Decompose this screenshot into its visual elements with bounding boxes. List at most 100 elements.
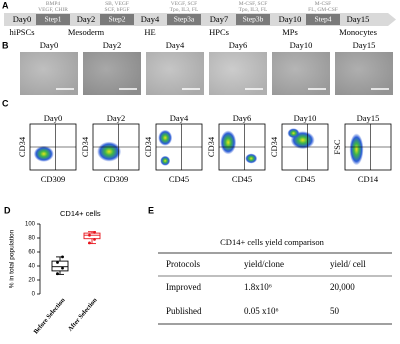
box [83, 232, 101, 240]
y-tick-label: 80 [28, 236, 35, 242]
step-factor: FL, GM-CSF [308, 7, 338, 13]
axis-label: CD309 [41, 174, 66, 184]
cell-cluster [349, 133, 364, 166]
stage-day: Day4 [141, 14, 160, 24]
y-tick-label: 60 [28, 250, 35, 256]
cell-cluster [158, 129, 173, 146]
step-box [100, 14, 134, 25]
step-factor: SB, VEGF [105, 1, 129, 7]
plot-day: Day6 [233, 113, 251, 123]
micrograph-texture [209, 52, 267, 95]
data-point [61, 255, 64, 259]
plot-day: Day0 [44, 113, 62, 123]
table-header: yield/ cell [330, 259, 366, 269]
panel-label: C [2, 98, 9, 108]
step-factor: Tpo, IL3, FL [239, 7, 268, 13]
table-cell: 0.05 x10⁶ [244, 306, 279, 316]
cell-cluster [220, 130, 237, 155]
cell-cluster [160, 155, 171, 166]
axis-label: FSC [332, 139, 342, 154]
step-factor: Tpo, IL3, FL [170, 7, 199, 13]
data-point [56, 272, 59, 276]
step-factor: SCF, bFGF [105, 7, 130, 13]
image-day: Day2 [103, 40, 121, 50]
image-day: Day10 [290, 40, 313, 50]
y-tick-label: 0 [32, 292, 36, 298]
image-day: Day4 [166, 40, 185, 50]
cell-cluster [287, 128, 300, 139]
table-title: CD14+ cells yield comparison [220, 237, 324, 247]
panel-label: A [2, 0, 9, 10]
stage-cell: hiPSCs [9, 27, 34, 37]
step-box [167, 14, 201, 25]
plot-day: Day4 [170, 113, 189, 123]
stage-day: Day10 [279, 14, 302, 24]
data-point [56, 261, 59, 264]
image-day: Day0 [40, 40, 58, 50]
step-box [306, 14, 340, 25]
step-name: Step3a [174, 15, 195, 24]
stage-cell: Mesoderm [68, 27, 105, 37]
axis-label: CD45 [295, 174, 315, 184]
stage-day: Day15 [347, 14, 370, 24]
axis-label: CD14 [358, 174, 379, 184]
table-header: Protocols [166, 259, 200, 269]
step-name: Step4 [314, 15, 331, 24]
data-point [93, 238, 96, 241]
y-tick-label: 100 [25, 222, 36, 228]
data-point [61, 266, 64, 270]
data-point [88, 233, 91, 237]
micrograph-texture [20, 52, 78, 95]
micrograph-texture [83, 52, 141, 95]
axis-label: CD34 [80, 136, 90, 157]
table-cell: Published [166, 306, 202, 316]
axis-label: CD34 [206, 136, 216, 157]
chart-title: CD14+ cells [60, 209, 101, 218]
micrograph-texture [272, 52, 330, 95]
step-factor: VEGF, SCF [171, 1, 197, 7]
table-cell: 1.8x10⁶ [244, 282, 272, 292]
step-box [236, 14, 270, 25]
stage-day: Day0 [13, 14, 31, 24]
data-point [93, 231, 96, 234]
cell-cluster [97, 141, 122, 162]
data-point [88, 241, 91, 245]
image-day: Day15 [353, 40, 376, 50]
panel-label: D [4, 205, 11, 215]
image-day: Day6 [229, 40, 247, 50]
y-tick-label: 40 [28, 264, 35, 270]
axis-label: CD34 [269, 136, 279, 157]
step-factor: M-CSF, SCF [239, 1, 268, 7]
axis-label: CD34 [143, 136, 153, 157]
table-header: yield/clone [244, 259, 284, 269]
table-cell: 20,000 [330, 282, 355, 292]
stage-cell: MPs [282, 27, 298, 37]
y-axis-label: % in total population [9, 229, 16, 288]
plot-day: Day15 [357, 113, 380, 123]
panel-label: E [148, 205, 154, 215]
step-factor: BMP4 [46, 1, 61, 7]
step-factor: M-CSF [315, 1, 332, 7]
step-name: Step2 [108, 15, 125, 24]
x-tick-label: After Selection [67, 296, 99, 332]
table-cell: 50 [330, 306, 340, 316]
stage-day: Day7 [210, 14, 228, 24]
step-name: Step3b [243, 15, 264, 24]
stage-day: Day2 [77, 14, 95, 24]
axis-label: CD45 [169, 174, 189, 184]
step-name: Step1 [44, 15, 61, 24]
axis-label: CD34 [17, 136, 27, 157]
cell-cluster [245, 153, 258, 164]
step-box [36, 14, 70, 25]
table-cell: Improved [166, 282, 201, 292]
stage-cell: HPCs [209, 27, 229, 37]
plot-day: Day10 [294, 113, 317, 123]
plot-day: Day2 [107, 113, 125, 123]
cell-cluster [33, 145, 54, 162]
panel-label: B [2, 40, 9, 50]
x-tick-label: Before Selection [32, 296, 66, 335]
axis-label: CD45 [232, 174, 252, 184]
step-factor: VEGF, CHIR [38, 7, 68, 13]
micrograph-texture [146, 52, 204, 95]
y-tick-label: 20 [28, 278, 35, 284]
